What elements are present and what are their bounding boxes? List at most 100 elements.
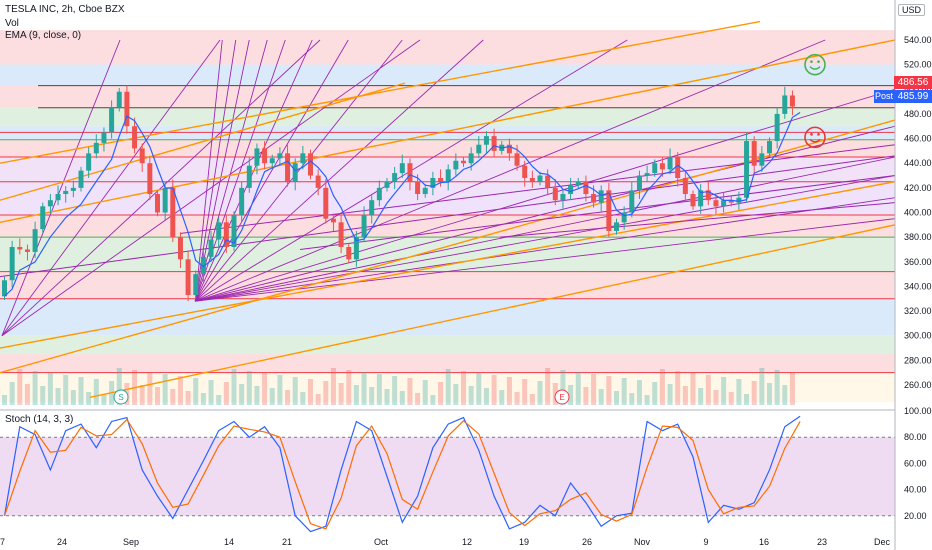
volume-legend[interactable]: Vol [5,18,19,29]
volume-bar [177,376,183,405]
candle-body [659,163,665,170]
volume-bar [759,368,765,405]
volume-bar [453,384,459,405]
candle-body [644,173,650,176]
volume-bar [705,375,711,405]
volume-bar [506,377,512,405]
price-band [0,64,895,86]
candle-body [155,194,160,213]
volume-bar [9,382,15,405]
volume-bar [751,381,757,405]
candle-body [200,256,206,275]
volume-bar [407,378,413,405]
volume-bar [70,390,76,405]
ema-legend[interactable]: EMA (9, close, 0) [5,30,82,41]
candle-body [262,148,268,164]
volume-bar [63,375,69,405]
candle-body [636,175,642,191]
stoch-legend[interactable]: Stoch (14, 3, 3) [5,414,74,425]
candle-body [315,175,321,188]
time-tick-label: 24 [57,537,67,547]
volume-bar [346,370,352,405]
candle-body [124,91,130,127]
volume-bar [376,374,382,405]
stoch-pane [0,409,895,533]
candles [2,85,795,302]
volume-bar [636,380,642,405]
symbol-title[interactable]: TESLA INC, 2h, Cboe BZX [5,4,125,15]
volume-bar [606,376,612,405]
candle-body [223,222,229,247]
orange-channel-line [0,82,406,201]
volume-bar [170,389,176,405]
volume-bar [415,393,421,405]
candle-body [514,153,520,166]
volume-bar [591,374,597,405]
volume-bar [200,393,206,405]
volume-bar [682,386,688,405]
candle-body [231,214,237,247]
price-tick-label: 460.00 [904,134,932,144]
candle-body [392,173,398,182]
volume-bar [399,391,405,405]
price-tick-label: 340.00 [904,281,932,291]
candle-body [246,165,252,188]
candle-body [101,132,107,143]
smiley-eye [817,60,820,63]
candle-body [705,190,711,201]
candle-body [506,144,512,154]
candle-body [430,178,436,188]
volume-bar [728,392,734,405]
candle-body [17,247,23,250]
volume-bar [644,395,650,405]
volume-bar [690,373,696,405]
candle-body [713,200,719,207]
candle-body [277,153,283,159]
volume-bar [40,386,46,405]
candle-body [9,247,15,281]
volume-bar [223,382,229,405]
candle-body [109,107,115,133]
stoch-band [0,437,895,516]
candle-body [468,153,474,164]
volume-bar [116,368,122,405]
price-axis[interactable]: 260.00 280.00 300.00 320.00 340.00 360.00 380.… [894,0,932,550]
candle-body [285,153,291,182]
volume-bar [514,392,520,405]
candle-body [361,214,367,238]
orange-channel-line [0,181,896,349]
volume-bar [438,382,444,405]
currency-badge[interactable]: USD [898,4,926,16]
volume-bar [231,369,237,405]
stoch-tick-label: 100.00 [904,406,932,416]
candle-body [483,136,489,145]
candle-body [453,160,459,170]
candle-body [759,153,765,166]
candle-body [675,157,681,178]
volume-bar [652,382,658,405]
time-tick-label: Oct [374,537,389,547]
candle-body [308,153,313,176]
candle-body [216,222,222,240]
candle-body [63,190,69,195]
price-band [0,372,895,403]
volume-bar [575,372,581,405]
volume-bar [560,370,566,405]
price-band [0,237,895,272]
candle-body [185,259,191,296]
green-smiley-icon [804,53,826,76]
candle-body [529,178,535,182]
fan-line [1,39,121,336]
candle-body [606,190,612,231]
volume-bar [300,392,306,405]
candle-body [338,222,344,247]
candle-body [162,187,168,213]
volume-bar [476,373,482,405]
volume-bar [369,387,375,405]
post-price-tag: 485.99 [894,90,932,103]
price-tick-label: 420.00 [904,183,932,193]
price-band [0,271,895,299]
time-axis[interactable]: 17 24 Sep 14 21 Oct 12 19 26 Nov 9 16 23 Dec [0,537,890,547]
post-label-tag: Post [874,90,894,103]
